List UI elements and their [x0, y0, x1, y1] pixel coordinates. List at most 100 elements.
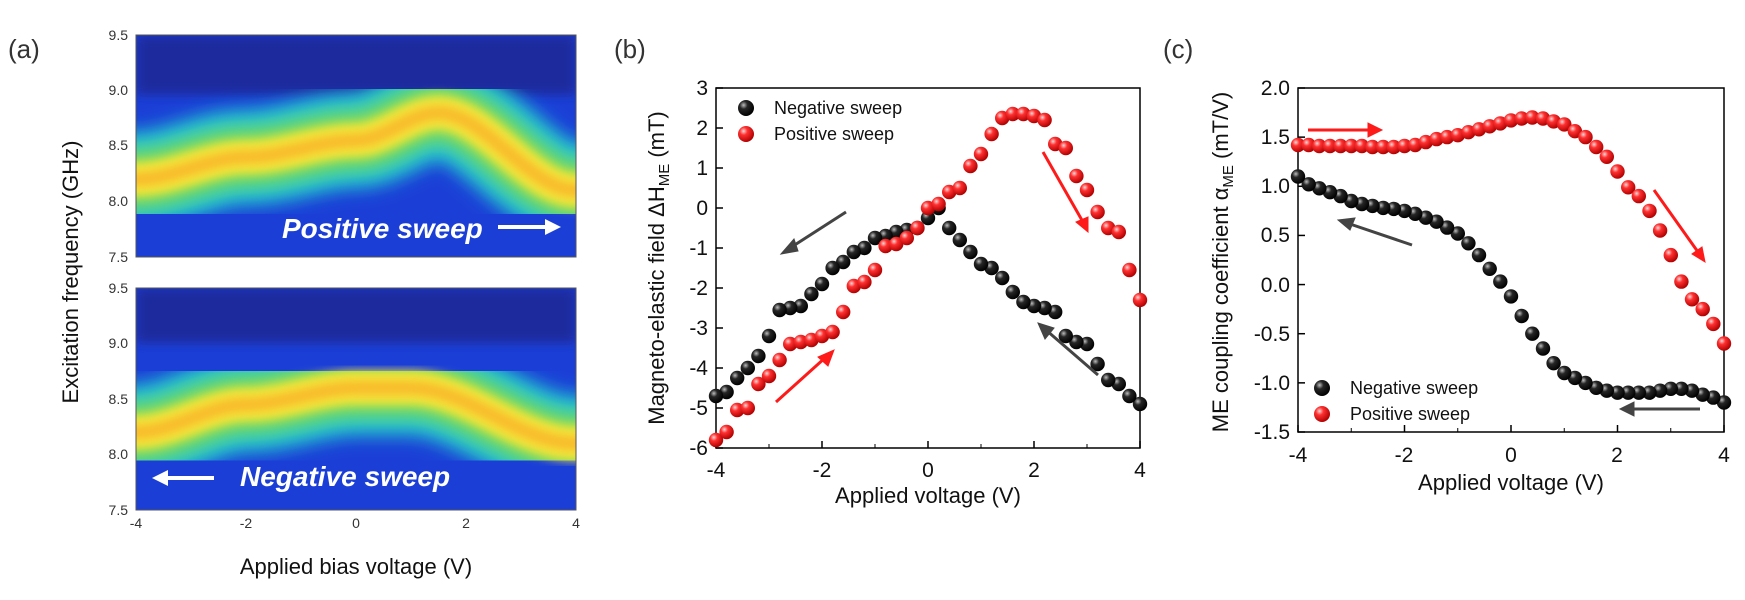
data-point: [889, 236, 904, 252]
x-tick-label: -4: [707, 459, 726, 482]
y-tick-label: -5: [689, 397, 708, 420]
arrow-icon: [1041, 151, 1089, 234]
y-tick-label: 8.5: [109, 137, 129, 153]
y-tick-label: 9.5: [109, 27, 129, 43]
data-point: [772, 352, 787, 368]
data-point: [899, 230, 914, 246]
data-point: [963, 158, 978, 174]
data-point: [1503, 113, 1519, 128]
x-tick-label: -2: [240, 515, 253, 531]
y-tick-label: 8.0: [109, 193, 129, 209]
legend-marker-positive: [1314, 406, 1330, 422]
heatmap-bottom-frame: [135, 287, 577, 511]
data-point: [1016, 294, 1031, 310]
y-tick-label: 1.0: [1261, 175, 1290, 198]
y-tick-label: -1.0: [1254, 372, 1290, 395]
data-point: [730, 370, 745, 386]
data-point: [1461, 236, 1476, 251]
data-point: [1535, 341, 1551, 356]
data-point: [1333, 138, 1348, 154]
y-tick-label: 2: [696, 117, 708, 140]
data-point: [1312, 138, 1327, 154]
y-tick-label: 8.0: [109, 446, 129, 462]
data-point: [1674, 274, 1689, 289]
data-point: [1557, 117, 1572, 132]
data-point: [1684, 292, 1700, 307]
data-point: [1122, 388, 1137, 404]
data-point: [1322, 138, 1338, 154]
x-axis-title-b: Applied voltage (V): [835, 483, 1021, 508]
data-point: [1684, 383, 1700, 398]
arrow-icon: [779, 210, 847, 255]
data-point: [1354, 138, 1370, 154]
panel-label-a: (a): [8, 34, 40, 64]
legend-label-positive: Positive sweep: [774, 124, 894, 144]
y-tick-label: 8.5: [109, 391, 129, 407]
x-axis-title-c: Applied voltage (V): [1418, 470, 1604, 495]
data-point: [1376, 200, 1391, 216]
ticks-c: [1297, 87, 1725, 433]
data-point: [1674, 381, 1689, 396]
data-point: [952, 232, 967, 248]
data-point: [1663, 247, 1679, 263]
data-point: [1365, 139, 1380, 155]
y-tick-label: 9.0: [109, 82, 129, 98]
y-tick-label: -4: [689, 357, 708, 380]
data-point: [1514, 111, 1529, 126]
data-point: [1652, 223, 1668, 238]
data-point: [1090, 356, 1105, 372]
y-tick-label: 0: [696, 197, 708, 220]
data-point: [1450, 226, 1466, 241]
data-point: [740, 400, 755, 416]
series-positive-sweep: [708, 106, 1148, 448]
data-point: [1386, 201, 1402, 217]
data-point: [1344, 138, 1359, 154]
data-point: [1642, 385, 1657, 400]
panel-label-b: (b): [614, 34, 646, 64]
data-point: [973, 256, 989, 272]
data-point: [1695, 301, 1710, 317]
data-point: [1301, 137, 1316, 153]
y-tick-label: 0.0: [1261, 274, 1290, 297]
data-point: [1525, 110, 1540, 125]
data-point: [1599, 149, 1615, 164]
data-point: [1386, 139, 1402, 155]
panel-a: (a) 9.5 9.0 8.5 8.0 7.5 9.5 9.0: [8, 27, 580, 579]
data-point: [761, 328, 777, 344]
legend-c: Negative sweep Positive sweep: [1314, 378, 1478, 424]
series-negative-sweep: [1290, 169, 1732, 410]
y-tick-label: 2.0: [1261, 77, 1290, 100]
x-tick-label: 4: [1134, 459, 1146, 482]
arrow-left-icon: [152, 470, 214, 486]
data-point: [1525, 326, 1540, 341]
data-point: [1546, 356, 1561, 371]
heatmap-top: [136, 35, 576, 257]
data-point: [1365, 198, 1380, 214]
data-point: [1663, 381, 1679, 396]
data-point: [825, 324, 840, 340]
y-tick-label: -1.5: [1254, 421, 1290, 444]
data-point: [1069, 334, 1084, 350]
markers-c: [1290, 110, 1732, 410]
x-axis-title-a: Applied bias voltage (V): [240, 554, 472, 579]
data-point: [1621, 385, 1636, 400]
data-point: [761, 368, 777, 384]
x-tick-label: 2: [1611, 444, 1623, 467]
data-point: [751, 348, 766, 364]
x-tick-label: 4: [1718, 444, 1730, 467]
data-point: [1005, 106, 1020, 122]
y-tick-label: 1: [696, 157, 708, 180]
x-tick-label: 0: [352, 515, 360, 531]
x-tick-label: 2: [462, 515, 470, 531]
data-point: [772, 302, 787, 318]
data-point: [984, 126, 999, 142]
data-point: [1589, 139, 1604, 155]
data-point: [1058, 328, 1074, 344]
y-tick-label: -3: [689, 317, 708, 340]
legend-marker-negative: [1314, 380, 1330, 396]
data-point: [1716, 336, 1732, 351]
data-point: [1642, 203, 1657, 219]
y-tick-label: -6: [689, 437, 708, 460]
data-point: [1122, 262, 1137, 278]
data-point: [995, 270, 1010, 286]
